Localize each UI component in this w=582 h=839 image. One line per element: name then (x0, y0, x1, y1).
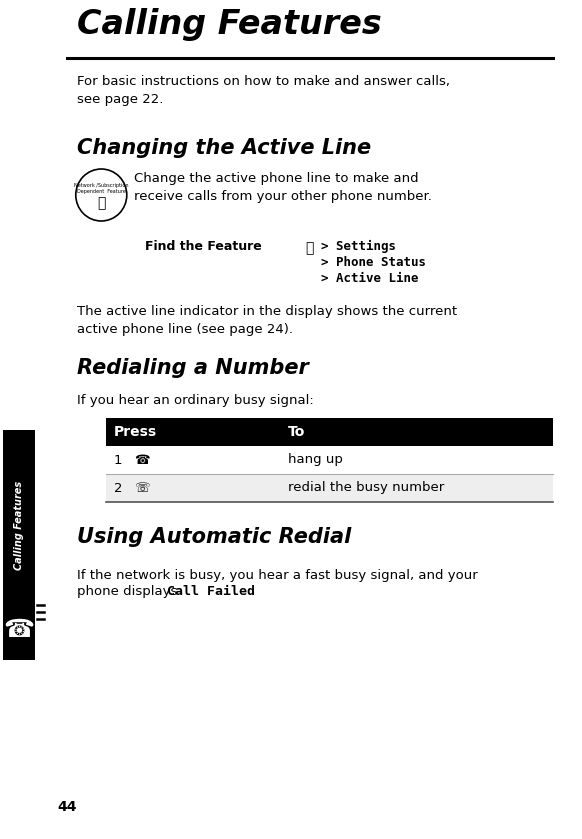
Text: Calling Features: Calling Features (77, 8, 381, 41)
Text: If you hear an ordinary busy signal:: If you hear an ordinary busy signal: (77, 394, 314, 407)
Text: ☏: ☏ (134, 482, 149, 494)
Bar (106, 474, 552, 502)
Text: Using Automatic Redial: Using Automatic Redial (77, 527, 351, 547)
Text: Change the active phone line to make and
receive calls from your other phone num: Change the active phone line to make and… (134, 172, 431, 203)
Text: Calling Features: Calling Features (14, 481, 24, 570)
Text: 1: 1 (114, 454, 123, 466)
Text: .: . (233, 585, 237, 598)
Text: > Settings: > Settings (321, 240, 396, 253)
Bar (106, 446, 552, 474)
Text: > Active Line: > Active Line (321, 272, 418, 285)
Text: 2: 2 (114, 482, 123, 494)
Text: Changing the Active Line: Changing the Active Line (77, 138, 371, 158)
Text: For basic instructions on how to make and answer calls,
see page 22.: For basic instructions on how to make an… (77, 75, 450, 106)
Text: redial the busy number: redial the busy number (288, 482, 444, 494)
Text: hang up: hang up (288, 454, 343, 466)
Text: Dependent  Feature: Dependent Feature (77, 189, 126, 194)
Circle shape (76, 169, 127, 221)
Text: 44: 44 (57, 800, 77, 814)
Text: Call Failed: Call Failed (167, 585, 255, 598)
Text: 📱: 📱 (97, 196, 105, 210)
Bar (3, 430, 34, 660)
Text: phone displays: phone displays (77, 585, 182, 598)
Bar (106, 418, 552, 446)
Text: If the network is busy, you hear a fast busy signal, and your: If the network is busy, you hear a fast … (77, 569, 477, 582)
Text: Find the Feature: Find the Feature (146, 240, 262, 253)
Text: ☎: ☎ (134, 454, 149, 466)
Text: To: To (288, 425, 305, 439)
Text: ☎: ☎ (3, 618, 34, 642)
Text: Network /Subscription: Network /Subscription (74, 183, 129, 187)
Text: > Phone Status: > Phone Status (321, 256, 426, 269)
Text: The active line indicator in the display shows the current
active phone line (se: The active line indicator in the display… (77, 305, 457, 336)
Text: Ⓜ: Ⓜ (306, 241, 314, 255)
Text: Redialing a Number: Redialing a Number (77, 358, 308, 378)
Text: Press: Press (114, 425, 157, 439)
